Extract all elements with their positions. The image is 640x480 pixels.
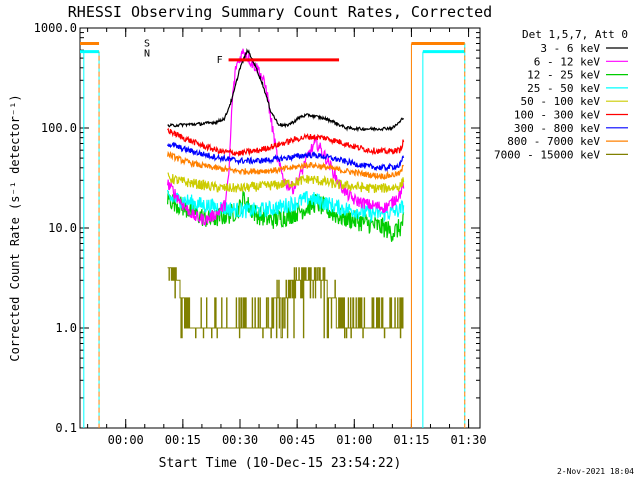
legend-entry-label: 800 - 7000 keV [507,135,600,148]
y-axis: 0.1 1.0 10.0 100.0 1000.0 [34,21,480,435]
series-line [167,267,404,339]
legend-entry-label: 50 - 100 keV [521,95,601,108]
y-tick-label: 1000.0 [34,21,77,35]
series-line [167,150,404,181]
legend-entry-label: 3 - 6 keV [540,42,600,55]
y-axis-label: Corrected Count Rate (s⁻¹ detector⁻¹) [8,94,22,361]
legend-entry-label: 7000 - 15000 keV [494,148,600,161]
chart-title: RHESSI Observing Summary Count Rates, Co… [68,3,492,21]
annotations: SN F [144,38,340,66]
y-tick-label: 10.0 [48,221,77,235]
legend-entry-label: 300 - 800 keV [514,122,600,135]
series-line [167,190,405,242]
x-tick-label: 00:30 [222,433,258,447]
legend-entry-label: 100 - 300 keV [514,109,600,122]
annotation-s-label: S [144,38,150,49]
legend-entry-label: 6 - 12 keV [534,55,601,68]
x-tick-label: 00:15 [165,433,201,447]
x-axis-label: Start Time (10-Dec-15 23:54:22) [159,456,402,471]
series-line [167,189,405,224]
annotation-f-label: F [217,55,223,66]
y-tick-label: 100.0 [41,121,77,135]
series-line [167,172,405,194]
annotation-n-label: N [144,49,150,60]
series-line [167,127,405,158]
y-tick-label: 0.1 [55,421,77,435]
x-tick-label: 01:15 [393,433,429,447]
footer-date: 2-Nov-2021 18:04 [557,467,634,476]
x-tick-label: 00:00 [108,433,144,447]
legend-entry-label: 12 - 25 keV [527,69,600,82]
legend-entry-label: 25 - 50 keV [527,82,600,95]
x-tick-label: 00:45 [279,433,315,447]
x-tick-label: 01:00 [336,433,372,447]
series-lines [167,47,405,339]
time-markers [80,41,466,428]
x-tick-label: 01:30 [451,433,487,447]
series-line [167,141,405,173]
series-line [167,47,405,133]
x-axis: 00:00 00:15 00:30 00:45 01:00 01:15 01:30 [87,28,487,447]
legend-title: Det 1,5,7, Att 0 [522,28,628,41]
y-tick-label: 1.0 [55,321,77,335]
plot-frame [79,27,481,429]
